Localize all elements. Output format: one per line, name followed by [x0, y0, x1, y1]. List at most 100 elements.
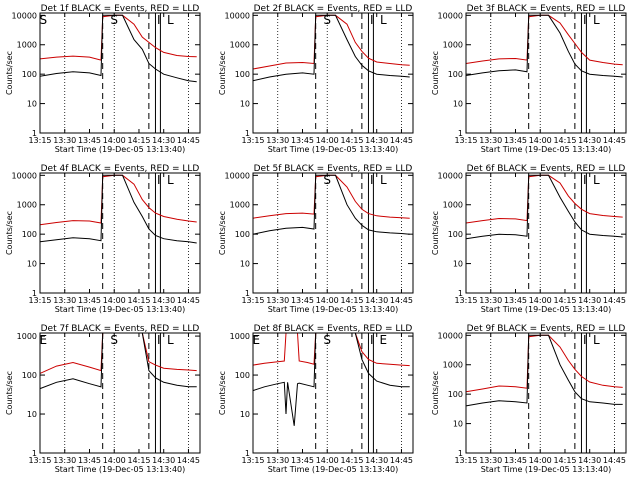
- panel-det-4: 13:15 13:30 13:45 14:00 14:15 14:30 14:45 1 10 10…: [5, 164, 201, 314]
- x-tick-label: 14:45: [177, 296, 200, 305]
- y-tick-label: 10: [453, 420, 463, 429]
- x-tick-label: 14:45: [177, 456, 200, 465]
- x-tick-label: 14:45: [603, 136, 626, 145]
- plot-frame: [39, 12, 201, 134]
- events-series-line: [252, 332, 410, 426]
- plot-frame: [252, 332, 414, 454]
- x-tick-label: 14:15: [553, 136, 576, 145]
- attenuator-marker: I: [583, 333, 587, 347]
- x-tick-label: 13:45: [291, 296, 314, 305]
- x-axis-label: Start Time (19-Dec-05 13:13:40): [55, 465, 186, 474]
- y-tick-label: 1: [32, 289, 37, 298]
- attenuator-marker: L: [380, 13, 387, 27]
- x-tick-label: 14:15: [553, 296, 576, 305]
- attenuator-marker: I: [583, 13, 587, 27]
- x-tick-label: 13:45: [78, 456, 101, 465]
- lld-series-line: [465, 14, 623, 66]
- x-tick-label: 14:00: [316, 136, 339, 145]
- attenuator-marker: S: [323, 13, 331, 27]
- x-tick-label: 14:15: [340, 296, 363, 305]
- panel-title: Det 4f BLACK = Events, RED = LLD: [41, 164, 200, 174]
- x-tick-label: 13:15: [241, 296, 264, 305]
- y-tick-label: 100: [235, 230, 250, 239]
- y-tick-label: 10000: [12, 11, 37, 20]
- x-tick-label: 13:15: [28, 456, 51, 465]
- y-axis-label: Counts/sec: [218, 371, 227, 415]
- y-axis-label: Counts/sec: [431, 371, 440, 415]
- y-tick-label: 10: [453, 260, 463, 269]
- x-tick-label: 13:15: [241, 136, 264, 145]
- x-tick-label: 13:30: [266, 296, 289, 305]
- x-tick-label: 14:00: [529, 456, 552, 465]
- x-tick-label: 14:30: [152, 136, 175, 145]
- plot-frame: [465, 172, 627, 294]
- y-tick-label: 100: [22, 70, 37, 79]
- x-tick-label: 13:45: [504, 296, 527, 305]
- y-axis-label: Counts/sec: [5, 51, 14, 95]
- y-tick-label: 1000: [17, 41, 37, 50]
- x-tick-label: 13:45: [504, 456, 527, 465]
- x-tick-label: 13:30: [266, 136, 289, 145]
- x-tick-label: 13:30: [479, 456, 502, 465]
- x-tick-label: 13:15: [454, 456, 477, 465]
- y-tick-label: 1000: [443, 41, 463, 50]
- panel-title: Det 2f BLACK = Events, RED = LLD: [254, 4, 413, 14]
- y-tick-label: 1000: [443, 201, 463, 210]
- attenuator-marker: L: [167, 173, 174, 187]
- y-tick-label: 1: [32, 449, 37, 458]
- x-axis-label: Start Time (19-Dec-05 13:13:40): [268, 305, 399, 314]
- y-tick-label: 100: [448, 230, 463, 239]
- events-series-line: [252, 174, 410, 235]
- y-tick-label: 10000: [438, 11, 463, 20]
- plot-frame: [39, 172, 201, 294]
- x-tick-label: 14:45: [177, 136, 200, 145]
- y-tick-label: 100: [22, 371, 37, 380]
- attenuator-marker: L: [167, 13, 174, 27]
- x-tick-label: 13:45: [291, 136, 314, 145]
- x-tick-label: 14:30: [365, 136, 388, 145]
- x-tick-label: 14:00: [529, 296, 552, 305]
- x-tick-label: 14:15: [553, 456, 576, 465]
- x-tick-label: 13:15: [241, 456, 264, 465]
- x-tick-label: 14:15: [127, 456, 150, 465]
- x-tick-label: 13:15: [454, 296, 477, 305]
- x-tick-label: 14:30: [578, 456, 601, 465]
- y-tick-label: 1: [245, 289, 250, 298]
- y-axis-label: Counts/sec: [431, 211, 440, 255]
- y-tick-label: 1: [458, 129, 463, 138]
- panel-title: Det 8f BLACK = Events, RED = LLD: [254, 324, 413, 334]
- y-tick-label: 1000: [443, 361, 463, 370]
- x-tick-label: 13:30: [53, 136, 76, 145]
- y-tick-label: 1: [245, 449, 250, 458]
- y-tick-label: 10000: [225, 11, 250, 20]
- lld-series-line: [39, 14, 197, 61]
- y-tick-label: 10: [27, 260, 37, 269]
- x-tick-label: 14:00: [316, 296, 339, 305]
- y-tick-label: 1000: [17, 201, 37, 210]
- attenuator-marker: E: [253, 333, 261, 347]
- plot-frame: [252, 172, 414, 294]
- attenuator-marker: I: [583, 173, 587, 187]
- x-tick-label: 13:30: [53, 296, 76, 305]
- panel-det-8: 13:15 13:30 13:45 14:00 14:15 14:30 14:45 1 10 10…: [218, 324, 414, 474]
- panel-title: Det 3f BLACK = Events, RED = LLD: [467, 4, 626, 14]
- y-tick-label: 10: [240, 410, 250, 419]
- attenuator-marker: S: [110, 333, 118, 347]
- lld-series-line: [39, 174, 197, 226]
- x-tick-label: 13:15: [454, 136, 477, 145]
- x-tick-label: 13:45: [504, 136, 527, 145]
- x-tick-label: 13:15: [28, 136, 51, 145]
- x-tick-label: 14:45: [390, 296, 413, 305]
- x-tick-label: 13:30: [479, 136, 502, 145]
- panel-det-6: 13:15 13:30 13:45 14:00 14:15 14:30 14:45 1 10 10…: [431, 164, 627, 314]
- y-tick-label: 10000: [438, 171, 463, 180]
- events-series-line: [39, 14, 197, 83]
- x-axis-label: Start Time (19-Dec-05 13:13:40): [481, 305, 612, 314]
- events-series-line: [465, 334, 623, 407]
- x-tick-label: 14:30: [152, 296, 175, 305]
- events-series-line: [465, 174, 623, 240]
- y-axis-label: Counts/sec: [5, 211, 14, 255]
- panel-title: Det 5f BLACK = Events, RED = LLD: [254, 164, 413, 174]
- panel-det-7: 13:15 13:30 13:45 14:00 14:15 14:30 14:45 1 10 10…: [5, 324, 201, 474]
- lld-series-line: [465, 174, 623, 224]
